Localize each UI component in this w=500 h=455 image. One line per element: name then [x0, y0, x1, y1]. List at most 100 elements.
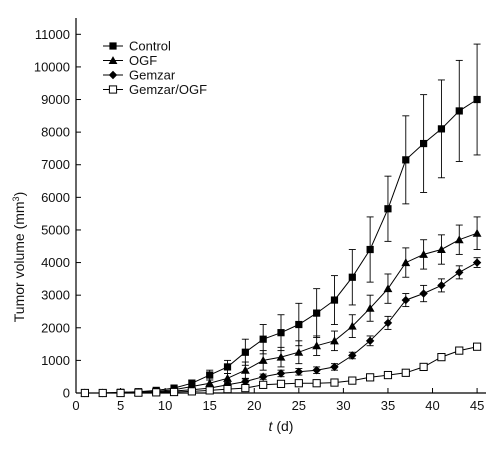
data-point-control [241, 348, 249, 356]
data-point-ogf [223, 373, 232, 382]
data-point-gemzar-ogf [169, 387, 179, 397]
data-point-gemzar-ogf [116, 388, 125, 398]
x-axis-label-variable: t [269, 418, 274, 434]
data-point-control [277, 329, 285, 337]
data-point-gemzar [330, 362, 339, 372]
data-point-ogf [258, 355, 268, 364]
data-point-control [313, 309, 321, 317]
data-point-ogf [205, 378, 215, 387]
x-tick-label: 10 [158, 398, 172, 413]
legend-label-control: Control [129, 39, 171, 54]
data-point-gemzar-ogf [348, 376, 357, 385]
data-point-control [348, 273, 356, 281]
y-tick-label: 6000 [41, 190, 70, 205]
y-tick-label: 11000 [35, 27, 70, 42]
data-point-ogf [240, 365, 250, 374]
y-tick-label: 2000 [41, 320, 70, 335]
x-axis-label-unit: (d) [272, 418, 293, 434]
data-point-gemzar-ogf [455, 346, 464, 355]
data-point-gemzar [276, 369, 286, 378]
data-point-ogf [365, 303, 375, 312]
data-point-gemzar-ogf [419, 362, 428, 372]
x-tick-label: 35 [381, 398, 395, 413]
y-tick-label: 9000 [41, 92, 70, 107]
x-tick-label: 40 [425, 398, 439, 413]
data-point-ogf [472, 228, 482, 237]
data-point-gemzar-ogf [134, 388, 143, 397]
data-point-gemzar-ogf [437, 353, 446, 362]
legend-marker-ogf [108, 56, 118, 65]
y-tick-label: 8000 [41, 125, 70, 140]
data-point-gemzar [455, 268, 464, 277]
data-point-gemzar-ogf [152, 388, 161, 397]
series-markers [80, 95, 482, 398]
legend-label-gemzar-ogf: Gemzar/OGF [129, 82, 207, 97]
data-point-gemzar-ogf [98, 388, 107, 398]
y-tick-label: 5000 [41, 222, 70, 237]
data-point-gemzar-ogf [472, 342, 482, 351]
y-tick-label: 10000 [34, 59, 70, 74]
data-point-gemzar [258, 372, 268, 381]
data-point-ogf [383, 284, 393, 293]
y-axis-label-superscript: 3 [11, 196, 21, 201]
data-point-ogf [437, 245, 446, 254]
x-axis-label: t (d) [269, 418, 294, 434]
data-point-control [223, 363, 232, 371]
data-point-control [402, 156, 410, 164]
data-point-control [384, 205, 392, 213]
y-axis-label: Tumor volume (mm3) [11, 192, 27, 323]
data-point-gemzar [312, 365, 321, 375]
x-tick-label: 20 [247, 398, 261, 413]
data-point-control [455, 107, 463, 115]
data-point-gemzar-ogf [330, 378, 339, 387]
y-axis-label-text: Tumor volume (mm [11, 201, 27, 322]
data-point-gemzar [365, 336, 375, 346]
data-point-gemzar-ogf [223, 384, 232, 394]
data-point-gemzar-ogf [383, 370, 393, 380]
data-point-ogf [347, 321, 357, 330]
y-tick-label: 1000 [41, 353, 70, 368]
data-point-control [437, 125, 446, 133]
data-point-ogf [312, 341, 322, 350]
legend-label-ogf: OGF [129, 53, 157, 68]
data-point-control [206, 371, 214, 379]
data-point-ogf [276, 352, 286, 361]
data-point-gemzar-ogf [276, 379, 286, 388]
x-tick-label: 0 [72, 398, 79, 413]
x-tick-label: 30 [336, 398, 350, 413]
x-tick-label: 5 [117, 398, 124, 413]
y-tick-label: 3000 [41, 288, 70, 303]
data-point-ogf [454, 235, 464, 244]
data-point-gemzar-ogf [241, 384, 250, 393]
data-point-gemzar [401, 295, 410, 305]
y-tick-label: 0 [63, 386, 70, 401]
y-tick-label: 7000 [41, 157, 70, 172]
data-point-ogf [401, 258, 411, 267]
data-point-gemzar [437, 281, 446, 290]
data-point-ogf [419, 250, 429, 258]
data-point-ogf [330, 336, 339, 345]
y-axis-label-close: ) [11, 192, 27, 197]
data-point-gemzar-ogf [205, 386, 214, 395]
data-point-gemzar-ogf [80, 388, 90, 398]
data-point-gemzar [472, 258, 482, 267]
data-point-gemzar-ogf [294, 379, 303, 388]
legend-marker-gemzar [108, 70, 118, 80]
data-point-gemzar [419, 289, 428, 298]
legend-marker-gemzar-ogf [108, 85, 118, 94]
data-point-gemzar-ogf [366, 373, 375, 382]
data-point-gemzar-ogf [312, 379, 321, 388]
data-point-control [420, 139, 428, 148]
y-tick-label: 4000 [41, 255, 70, 270]
data-point-control [259, 335, 267, 343]
x-tick-label: 15 [202, 398, 216, 413]
data-point-gemzar [383, 318, 393, 328]
x-tick-label: 45 [470, 398, 484, 413]
x-tick-label: 25 [292, 398, 306, 413]
data-point-gemzar [294, 367, 304, 377]
data-point-gemzar [348, 351, 357, 360]
legend-label-gemzar: Gemzar [129, 68, 176, 83]
